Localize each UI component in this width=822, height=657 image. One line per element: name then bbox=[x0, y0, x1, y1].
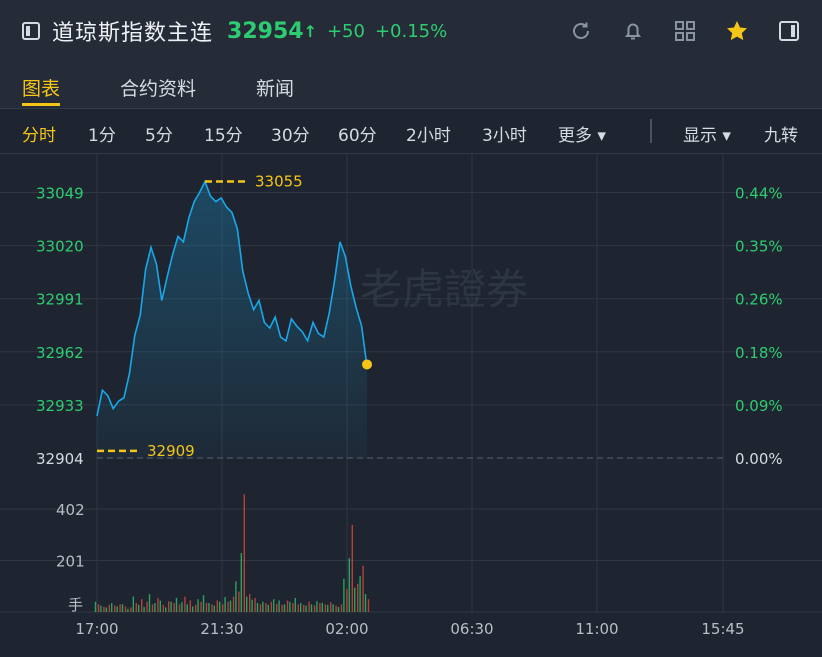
tab-chart[interactable]: 图表 bbox=[22, 62, 61, 106]
period-15min[interactable]: 15分 bbox=[204, 126, 243, 146]
time-tick-label: 11:00 bbox=[575, 620, 618, 638]
high-label: 33055 bbox=[255, 172, 303, 190]
price-tick-label: 32933 bbox=[36, 397, 84, 415]
price-axis: 32904 32933 32962 32991 33020 33049 bbox=[36, 184, 84, 468]
grid-icon[interactable] bbox=[672, 18, 698, 44]
time-tick-label: 21:30 bbox=[200, 620, 243, 638]
bell-icon[interactable] bbox=[620, 18, 646, 44]
period-30min[interactable]: 30分 bbox=[271, 126, 310, 146]
price-change: +50 bbox=[326, 20, 365, 42]
price-tick-label: 32962 bbox=[36, 344, 84, 362]
percent-tick-label: 0.00% bbox=[735, 450, 783, 468]
period-bar: 分时 1分 5分 15分 30分 60分 2小时 3小时 更多 ▾ 显示 ▾ 九… bbox=[0, 109, 822, 154]
volume-tick-label: 201 bbox=[56, 553, 85, 571]
intraday-chart[interactable]: 老虎證券 33055 32909 32904 32933 32962 32991 330… bbox=[0, 154, 822, 653]
main-tabs: 图表 合约资料 新闻 bbox=[0, 62, 822, 109]
price-area bbox=[97, 181, 367, 458]
period-2h[interactable]: 2小时 bbox=[406, 126, 451, 146]
panel-toggle-icon[interactable] bbox=[776, 18, 802, 44]
divider bbox=[650, 119, 652, 143]
instrument-name: 道琼斯指数主连 bbox=[52, 21, 214, 46]
low-label: 32909 bbox=[147, 442, 195, 460]
last-price: 32954 bbox=[227, 18, 304, 44]
period-60min[interactable]: 60分 bbox=[338, 126, 377, 146]
period-3h[interactable]: 3小时 bbox=[482, 126, 527, 146]
time-tick-label: 15:45 bbox=[701, 620, 744, 638]
time-tick-label: 17:00 bbox=[75, 620, 118, 638]
time-tick-label: 02:00 bbox=[325, 620, 368, 638]
tab-news[interactable]: 新闻 bbox=[256, 78, 295, 100]
time-axis: 17:00 21:30 02:00 06:30 11:00 15:45 bbox=[75, 620, 744, 638]
price-tick-label: 32991 bbox=[36, 291, 84, 309]
price-line bbox=[96, 179, 368, 417]
sidebar-toggle-icon[interactable] bbox=[22, 22, 40, 40]
time-tick-label: 06:30 bbox=[450, 620, 493, 638]
up-arrow-icon: ↑ bbox=[303, 21, 317, 41]
more-periods-dropdown[interactable]: 更多 ▾ bbox=[558, 126, 606, 146]
quote-header: 道琼斯指数主连 32954 ↑ +50 +0.15% bbox=[0, 0, 822, 62]
percent-axis: 0.00% 0.09% 0.18% 0.26% 0.35% 0.44% bbox=[735, 184, 783, 468]
nine-turn-button[interactable]: 九转 bbox=[764, 126, 798, 146]
tab-contract-info[interactable]: 合约资料 bbox=[120, 78, 197, 100]
volume-grid bbox=[0, 508, 822, 613]
period-intraday[interactable]: 分时 bbox=[22, 126, 56, 146]
period-1min[interactable]: 1分 bbox=[88, 126, 116, 146]
price-change-pct: +0.15% bbox=[374, 20, 448, 42]
display-dropdown[interactable]: 显示 ▾ bbox=[683, 126, 731, 146]
price-tick-label: 33049 bbox=[36, 184, 84, 202]
grid-lines bbox=[0, 154, 822, 614]
volume-tick-label: 402 bbox=[56, 501, 85, 519]
last-price-dot bbox=[362, 359, 372, 370]
period-5min[interactable]: 5分 bbox=[145, 126, 173, 146]
percent-tick-label: 0.26% bbox=[735, 291, 783, 309]
star-icon[interactable] bbox=[724, 18, 750, 44]
volume-bars bbox=[94, 494, 370, 612]
volume-unit-label: 手 bbox=[68, 596, 83, 614]
percent-tick-label: 0.09% bbox=[735, 397, 783, 415]
price-tick-label: 33020 bbox=[36, 238, 84, 256]
watermark-text: 老虎證券 bbox=[360, 265, 528, 314]
percent-tick-label: 0.18% bbox=[735, 344, 783, 362]
chart-area: 老虎證券 33055 32909 32904 32933 32962 32991 330… bbox=[0, 154, 822, 653]
percent-tick-label: 0.44% bbox=[735, 184, 783, 202]
volume-axis: 201 402 手 bbox=[56, 501, 85, 614]
price-tick-label: 32904 bbox=[36, 450, 84, 468]
refresh-icon[interactable] bbox=[568, 18, 594, 44]
percent-tick-label: 0.35% bbox=[735, 238, 783, 256]
